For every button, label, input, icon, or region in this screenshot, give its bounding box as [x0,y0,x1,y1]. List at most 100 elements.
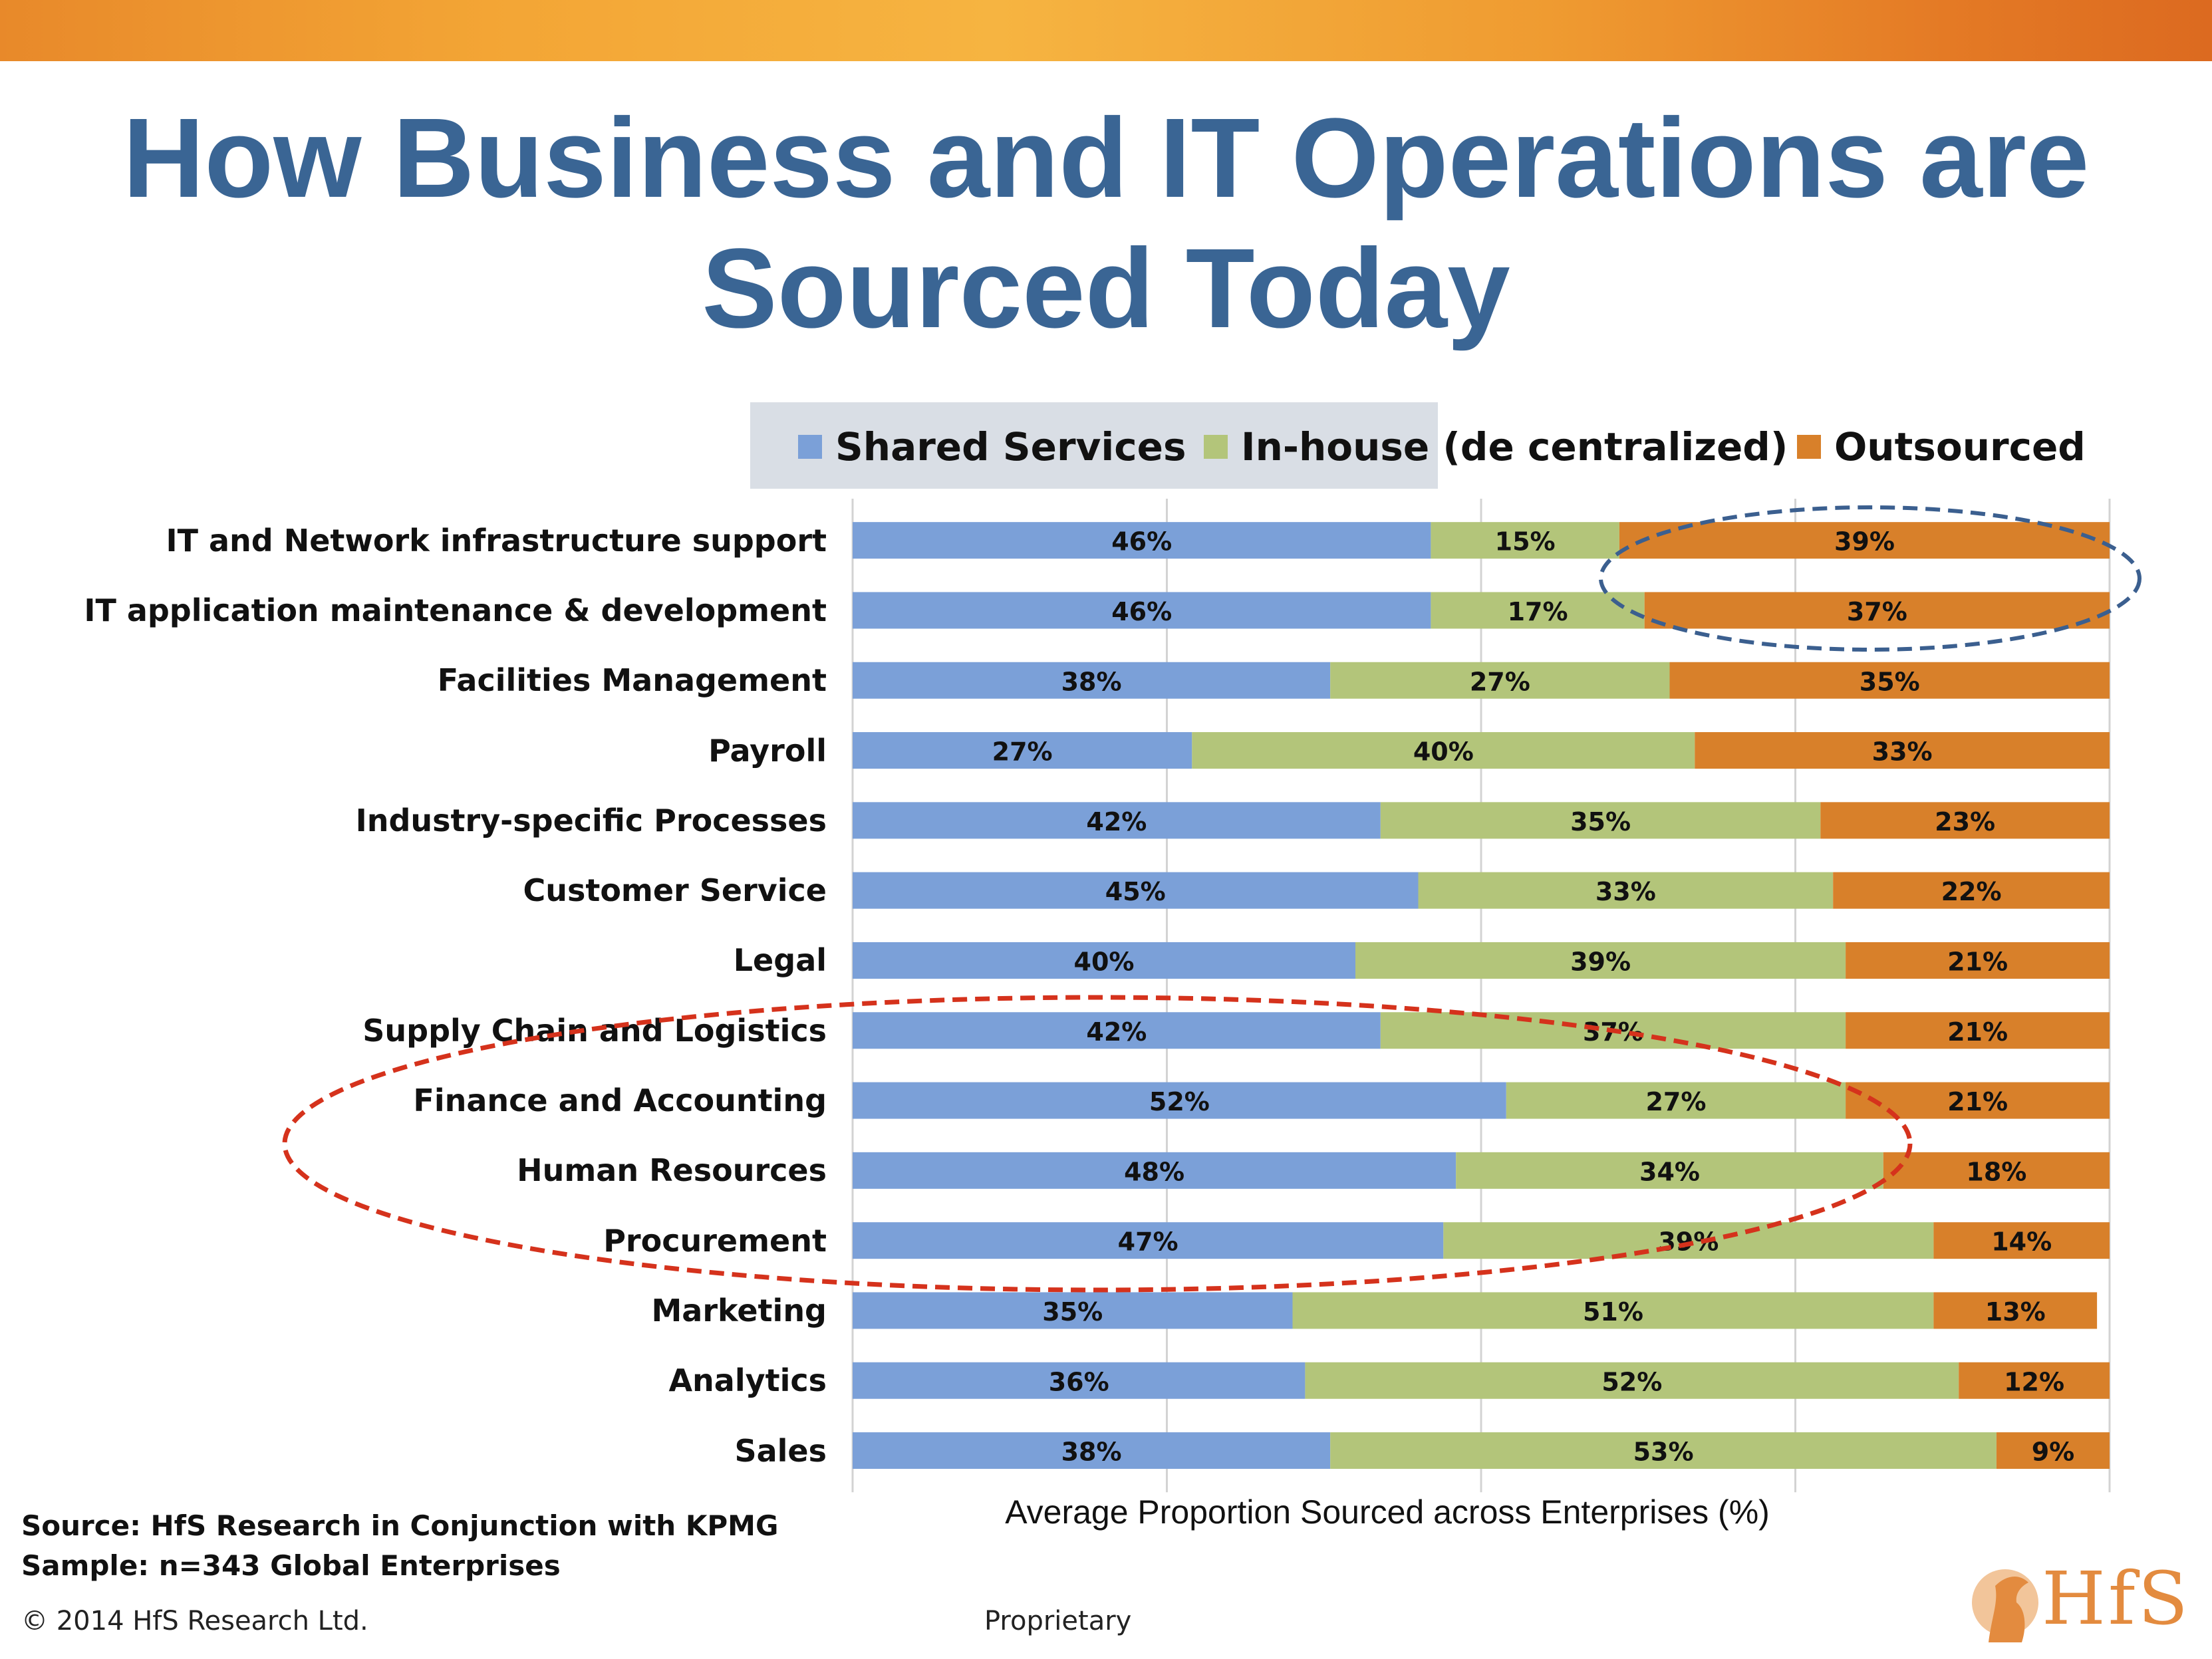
bar-segment-inhouse [1443,1222,1934,1259]
data-label: 33% [1872,737,1933,767]
bar-segment-inhouse [1330,1432,1997,1469]
category-label: IT and Network infrastructure support [166,522,827,559]
data-label: 40% [1074,947,1135,976]
data-label: 17% [1508,597,1568,626]
legend-label-shared: Shared Services [835,424,1186,469]
data-label: 9% [2032,1438,2075,1467]
data-label: 21% [1947,1017,2008,1047]
legend-item-outsourced: Outsourced [1797,424,2086,469]
highlight-ellipse-back-office [282,995,1913,1293]
data-label: 35% [1570,807,1631,836]
bar-segment-shared [853,522,1431,559]
logo-text: HfS [2042,1556,2191,1641]
bar-segment-shared [853,732,1192,769]
data-label: 36% [1049,1367,1109,1396]
hfs-logo: HfS [1969,1549,2195,1656]
legend-swatch-inhouse [1204,435,1228,459]
bar-segment-inhouse [1380,802,1821,839]
bar-segment-shared [853,1432,1331,1469]
data-label: 39% [1570,947,1631,976]
category-label: Payroll [708,732,827,769]
bar-segment-shared [853,872,1419,909]
bar-segment-inhouse [1192,732,1695,769]
bar-segment-outsourced [1820,802,2110,839]
bar-segment-inhouse [1355,942,1846,979]
source-note: Source: HfS Research in Conjunction with… [21,1509,779,1542]
bar-segment-outsourced [1959,1362,2110,1399]
bar-segment-inhouse [1418,872,1834,909]
bar-segment-inhouse [1506,1082,1846,1119]
data-label: 47% [1118,1227,1178,1257]
data-label: 42% [1086,1017,1147,1047]
legend-label-outsourced: Outsourced [1834,424,2086,469]
data-label: 37% [1847,597,1907,626]
bar-segment-inhouse [1330,662,1670,699]
bar-segment-shared [853,942,1355,979]
bar-segment-shared [853,1152,1456,1189]
horse-icon [1972,1569,2038,1642]
category-label: Finance and Accounting [413,1083,827,1119]
header-band [0,0,2212,61]
bar-segment-inhouse [1431,522,1619,559]
data-label: 33% [1595,877,1656,906]
bar-segment-shared [853,802,1381,839]
category-label: Facilities Management [437,662,827,699]
data-label: 15% [1495,527,1556,557]
data-label: 13% [1985,1297,2046,1327]
bar-segment-outsourced [1996,1432,2110,1469]
data-label: 34% [1639,1157,1700,1186]
bar-segment-shared [853,1292,1293,1329]
data-label: 51% [1583,1297,1643,1327]
proprietary-text: Proprietary [984,1606,1132,1636]
data-label: 35% [1860,667,1920,696]
data-label: 53% [1633,1438,1694,1467]
data-label: 27% [1470,667,1530,696]
data-label: 18% [1966,1157,2026,1186]
bar-segment-shared [853,1362,1306,1399]
bar-segment-shared [853,662,1331,699]
data-label: 23% [1935,807,1995,836]
copyright-text: © 2014 HfS Research Ltd. [21,1606,368,1636]
data-label: 21% [1947,947,2008,976]
data-label: 45% [1105,877,1166,906]
data-label: 12% [2004,1367,2064,1396]
category-label: Procurement [603,1222,827,1259]
data-label: 46% [1111,597,1172,626]
bar-segment-inhouse [1292,1292,1934,1329]
legend-swatch-outsourced [1797,435,1821,459]
category-label: Customer Service [523,872,827,909]
data-label: 22% [1941,877,2002,906]
data-label: 14% [1991,1227,2052,1257]
page-title: How Business and IT Operations are Sourc… [122,95,2090,352]
sample-note: Sample: n=343 Global Enterprises [21,1549,561,1582]
bar-segment-shared [853,1222,1444,1259]
bar-segment-outsourced [1695,732,2110,769]
bar-segment-outsourced [1883,1152,2110,1189]
data-label: 52% [1149,1087,1210,1116]
data-label: 35% [1042,1297,1103,1327]
category-label: IT application maintenance & development [84,592,827,628]
data-label: 38% [1061,667,1122,696]
data-label: 42% [1086,807,1147,836]
highlight-ellipse-it [1599,505,2142,652]
data-label: 27% [992,737,1053,767]
bar-segment-inhouse [1456,1152,1883,1189]
category-label: Industry-specific Processes [355,802,827,838]
legend-label-inhouse: In-house (de centralized) [1241,424,1788,469]
bar-segment-outsourced [1846,1012,2110,1049]
legend-item-shared: Shared Services [798,424,1186,469]
bar-segment-outsourced [1833,872,2110,909]
bar-segment-outsourced [1644,592,2110,629]
chart-legend: Shared Services In-house (de centralized… [750,402,2086,489]
category-label: Marketing [651,1292,827,1329]
data-label: 48% [1124,1157,1184,1186]
category-label: Sales [734,1432,827,1469]
data-label: 39% [1834,527,1895,557]
data-label: 21% [1947,1087,2008,1116]
bar-segment-outsourced [1846,942,2110,979]
category-label: Legal [733,942,827,979]
data-label: 52% [1601,1367,1662,1396]
bar-segment-outsourced [1933,1222,2110,1259]
bar-segment-inhouse [1431,592,1645,629]
